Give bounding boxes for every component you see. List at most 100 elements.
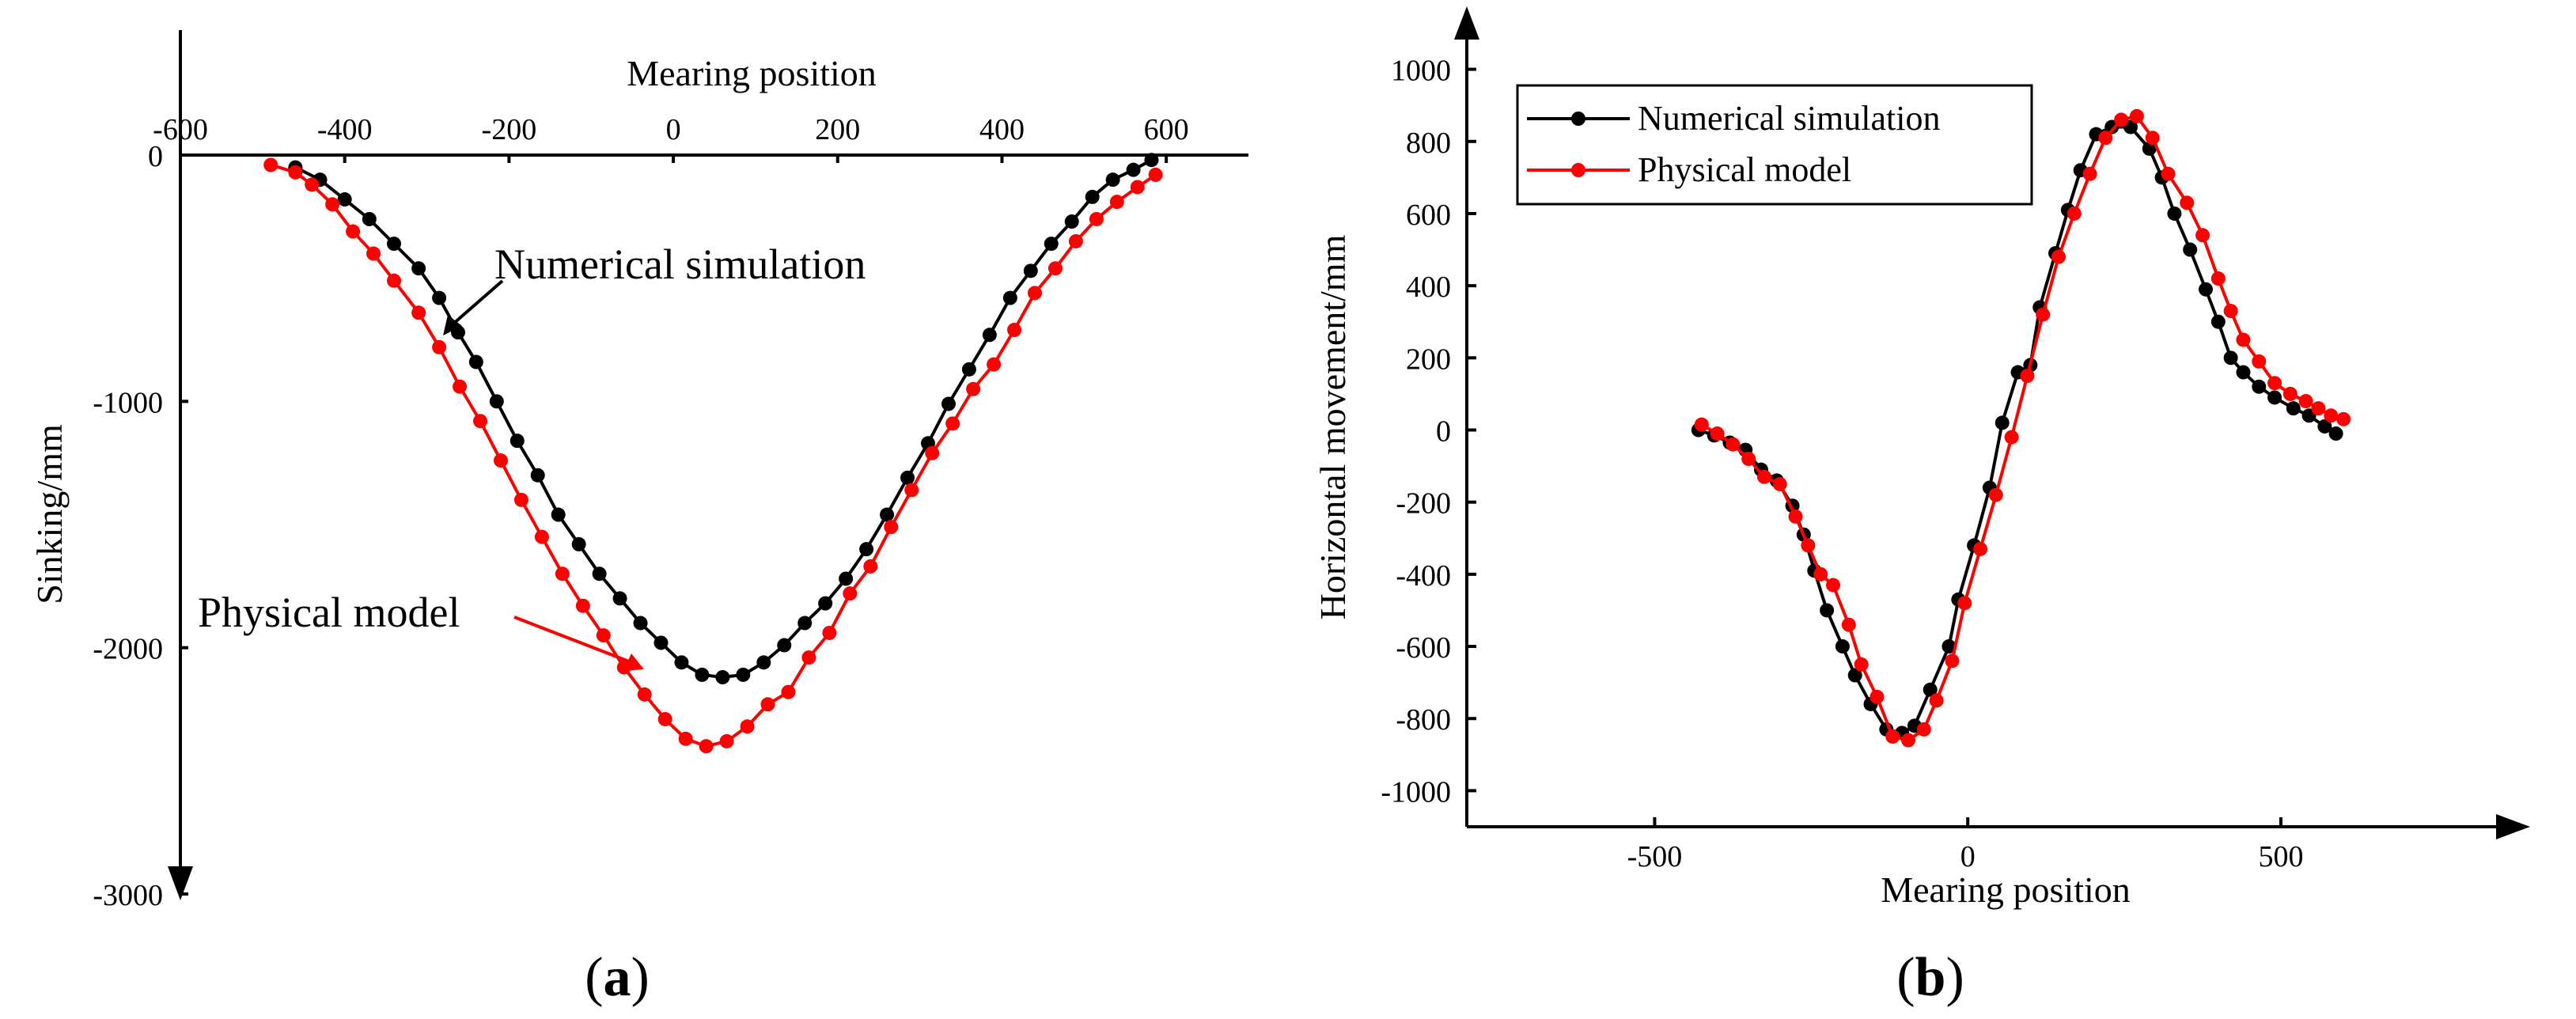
- y-tick-label-b: -600: [1396, 631, 1451, 665]
- data-point-b-0: [2328, 426, 2343, 441]
- x-axis-label-b: Mearing position: [1881, 869, 2131, 910]
- data-point-b-0: [2198, 282, 2213, 297]
- panel-label-b-letter: b: [1915, 947, 1946, 1008]
- data-point-b-0: [2252, 379, 2267, 394]
- data-point-a-1: [1007, 323, 1022, 338]
- data-point-a-1: [740, 719, 755, 734]
- data-point-a-0: [1064, 214, 1079, 229]
- data-point-b-1: [1973, 541, 1988, 556]
- data-point-a-1: [387, 273, 401, 288]
- y-ticks-b: 1000 800 600 400 200 0 -200 -400 -600 -800 -1000: [1381, 55, 1476, 809]
- data-point-b-1: [2161, 166, 2176, 181]
- y-tick-label-b: -800: [1396, 703, 1451, 737]
- data-point-b-0: [2267, 390, 2282, 405]
- data-point-b-1: [1869, 689, 1885, 704]
- data-point-a-1: [473, 414, 488, 429]
- data-point-a-0: [982, 328, 997, 343]
- x-tick-label-a: 0: [666, 113, 681, 146]
- data-point-a-0: [839, 571, 854, 586]
- data-point-a-1: [699, 739, 714, 754]
- data-point-a-1: [325, 197, 340, 212]
- data-point-a-1: [1130, 180, 1145, 195]
- y-tick-label-a: 0: [148, 140, 163, 173]
- data-point-a-0: [736, 667, 751, 682]
- legend-marker-physical: [1571, 163, 1585, 177]
- y-tick-label-b: -200: [1396, 487, 1451, 521]
- x-tick-label-b: 0: [1960, 840, 1976, 873]
- data-point-a-1: [719, 733, 734, 748]
- data-point-a-1: [305, 177, 320, 192]
- x-axis-arrow-b: [2496, 814, 2530, 839]
- y-tick-label-b: 200: [1406, 343, 1451, 376]
- data-point-b-1: [2082, 166, 2097, 181]
- data-point-a-0: [337, 192, 352, 207]
- data-point-b-0: [1820, 603, 1835, 618]
- y-tick-label-a: -3000: [93, 879, 163, 912]
- data-point-a-1: [822, 625, 837, 640]
- x-tick-label-a: 600: [1144, 113, 1189, 146]
- data-point-b-0: [2317, 419, 2332, 434]
- annotation-arrowhead-physical: [623, 653, 644, 671]
- chart-a: -600 -400 -200 0 200 400 600 0-1000-2000-3000 …: [29, 30, 1248, 1008]
- data-point-b-1: [2129, 108, 2144, 123]
- y-ticks-a: 0 -1000 -2000 -3000: [93, 140, 188, 912]
- y-tick-label-b: 0: [1436, 415, 1451, 449]
- data-point-b-1: [1772, 476, 1787, 491]
- data-point-a-0: [612, 591, 627, 606]
- x-tick-label-a: 400: [979, 113, 1025, 146]
- data-point-a-1: [534, 529, 549, 544]
- data-point-a-1: [945, 416, 960, 431]
- data-point-b-1: [1710, 426, 1725, 441]
- data-point-a-1: [1028, 286, 1042, 301]
- data-point-b-1: [2298, 394, 2313, 409]
- annotation-numerical: Numerical simulation: [494, 241, 866, 288]
- data-point-b-0: [1941, 639, 1957, 654]
- data-point-a-1: [366, 246, 381, 261]
- data-point-a-1: [863, 559, 878, 574]
- annotation-arrow-physical: [513, 616, 634, 665]
- data-point-a-1: [657, 711, 672, 726]
- data-point-b-1: [1813, 566, 1828, 581]
- data-point-b-0: [2286, 401, 2301, 416]
- data-point-b-1: [1929, 693, 1944, 708]
- data-point-b-1: [1885, 729, 1900, 744]
- data-point-b-1: [1756, 469, 1771, 484]
- data-point-b-1: [1741, 451, 1756, 466]
- data-point-b-1: [1854, 657, 1869, 672]
- data-point-a-1: [555, 566, 570, 581]
- data-point-a-1: [925, 445, 940, 460]
- x-ticks-b: -500 0 500: [1627, 817, 2303, 873]
- x-tick-label-b: 500: [2258, 840, 2303, 873]
- legend-marker-numerical: [1571, 112, 1585, 126]
- data-point-a-1: [1047, 261, 1063, 276]
- data-point-b-1: [2223, 304, 2238, 319]
- data-point-b-1: [2311, 401, 2326, 416]
- data-point-a-1: [781, 684, 796, 699]
- data-point-a-0: [592, 566, 607, 581]
- data-point-a-0: [1144, 153, 1159, 168]
- panel-label-a-letter: a: [604, 947, 631, 1008]
- data-point-a-0: [468, 354, 483, 369]
- legend-label-physical: Physical model: [1638, 150, 1851, 189]
- panel-label-b: (b): [1896, 947, 1964, 1008]
- data-point-a-0: [387, 237, 401, 252]
- data-point-a-0: [362, 211, 377, 226]
- data-point-b-1: [2210, 271, 2226, 286]
- data-point-b-0: [1835, 639, 1850, 654]
- data-point-a-1: [1109, 195, 1124, 210]
- data-point-b-0: [2236, 365, 2251, 380]
- data-point-a-0: [1126, 162, 1141, 177]
- data-point-b-1: [1801, 538, 1816, 553]
- data-point-a-0: [900, 470, 915, 485]
- series-group-a: [263, 153, 1163, 754]
- x-axis-label-a: Mearing position: [627, 53, 877, 93]
- y-tick-label-b: -1000: [1381, 775, 1451, 809]
- y-tick-label-b: 800: [1406, 127, 1451, 160]
- data-point-a-1: [263, 157, 278, 172]
- data-point-b-1: [1726, 437, 1741, 452]
- data-point-a-1: [453, 379, 468, 394]
- data-point-a-1: [513, 492, 528, 507]
- data-point-b-1: [2236, 332, 2251, 347]
- data-point-a-0: [489, 394, 504, 409]
